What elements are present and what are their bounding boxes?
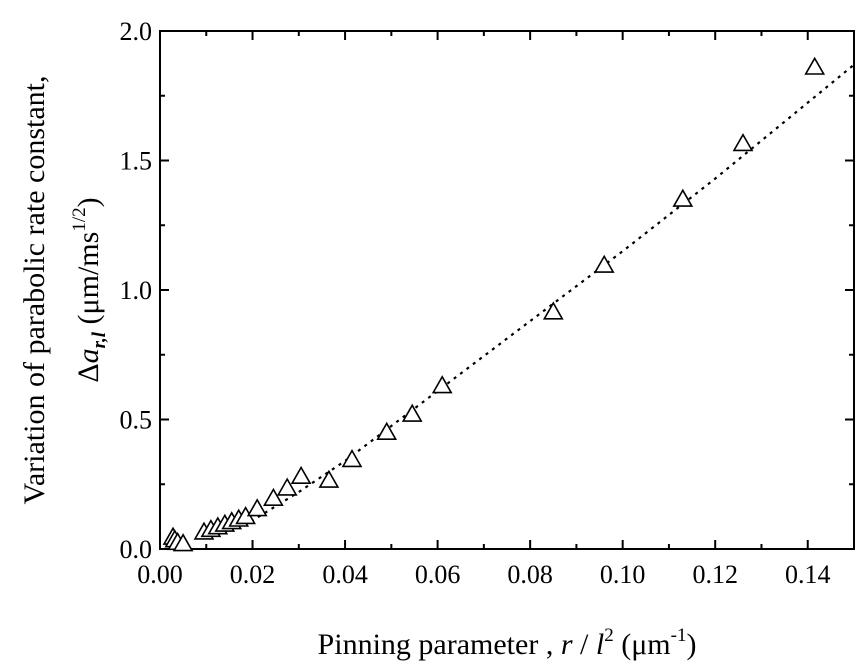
data-point-triangle: [341, 448, 363, 468]
data-point-triangle: [672, 188, 694, 207]
y-tick-label: 1.5: [120, 147, 153, 176]
data-point-triangle: [732, 133, 754, 152]
y-axis-title-line1: Variation of parabolic rate constant,: [18, 76, 51, 505]
y-tick-label: 1.0: [120, 276, 153, 305]
y-tick-label: 0.0: [120, 535, 153, 564]
data-point-triangle: [376, 421, 398, 441]
x-tick-label: 0.12: [692, 560, 738, 589]
y-tick-label: 2.0: [120, 17, 153, 46]
x-tick-label: 0.06: [415, 560, 461, 589]
fit-line: [196, 63, 855, 538]
data-point-triangle: [276, 477, 298, 496]
data-point-triangle: [401, 403, 423, 422]
x-tick-label: 0.04: [322, 560, 368, 589]
x-tick-label: 0.02: [230, 560, 276, 589]
y-axis-title-line2: Δar,l (μm/ms1/2): [69, 197, 110, 382]
data-point-triangle: [172, 533, 194, 552]
data-point-triangle: [263, 487, 284, 507]
data-point-triangle: [542, 301, 564, 320]
plot-frame: [159, 30, 855, 550]
data-point-triangle: [246, 498, 268, 517]
x-tick-label: 0.14: [785, 560, 831, 589]
x-tick-label: 0.08: [507, 560, 553, 589]
data-point-triangle: [431, 375, 453, 394]
data-point-triangle: [290, 465, 312, 485]
data-point-triangle: [593, 254, 615, 273]
data-point-triangle: [804, 56, 826, 75]
x-tick-label: 0.00: [137, 560, 183, 589]
x-axis-title: Pinning parameter , r / l2 (μm-1): [318, 625, 697, 661]
x-tick-label: 0.10: [600, 560, 646, 589]
y-tick-label: 0.5: [120, 406, 153, 435]
data-point-triangle: [318, 469, 340, 488]
